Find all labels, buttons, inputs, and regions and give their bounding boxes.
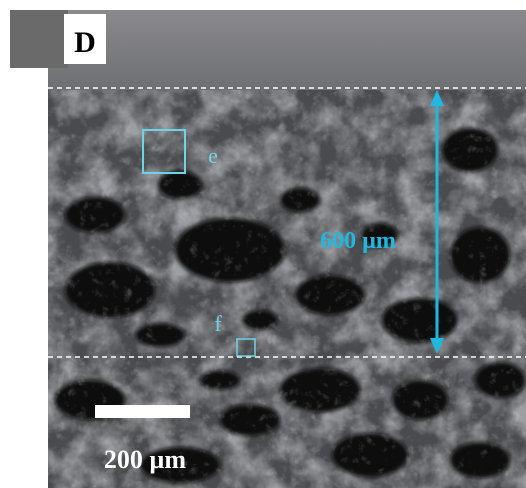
substrate xyxy=(48,10,526,90)
label-bg xyxy=(64,14,106,64)
thickness-arrow xyxy=(430,90,444,354)
region-label: f xyxy=(214,311,222,336)
region-label: e xyxy=(208,143,218,168)
region-box xyxy=(142,129,186,174)
scale-bar xyxy=(95,405,190,418)
thickness-label: 600 µm xyxy=(320,228,396,254)
fibers xyxy=(48,90,526,488)
scale-bar-label: 200 µm xyxy=(104,445,186,474)
panel-label: D xyxy=(74,26,96,59)
region-box xyxy=(236,338,256,357)
label-box xyxy=(10,10,68,68)
